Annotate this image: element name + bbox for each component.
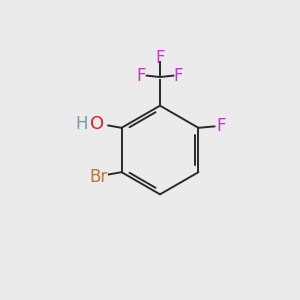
Text: F: F <box>216 117 226 135</box>
Text: F: F <box>155 49 165 67</box>
Text: O: O <box>90 115 104 133</box>
Text: F: F <box>137 67 146 85</box>
Text: Br: Br <box>90 168 108 186</box>
Text: H: H <box>75 115 88 133</box>
Text: F: F <box>174 67 183 85</box>
